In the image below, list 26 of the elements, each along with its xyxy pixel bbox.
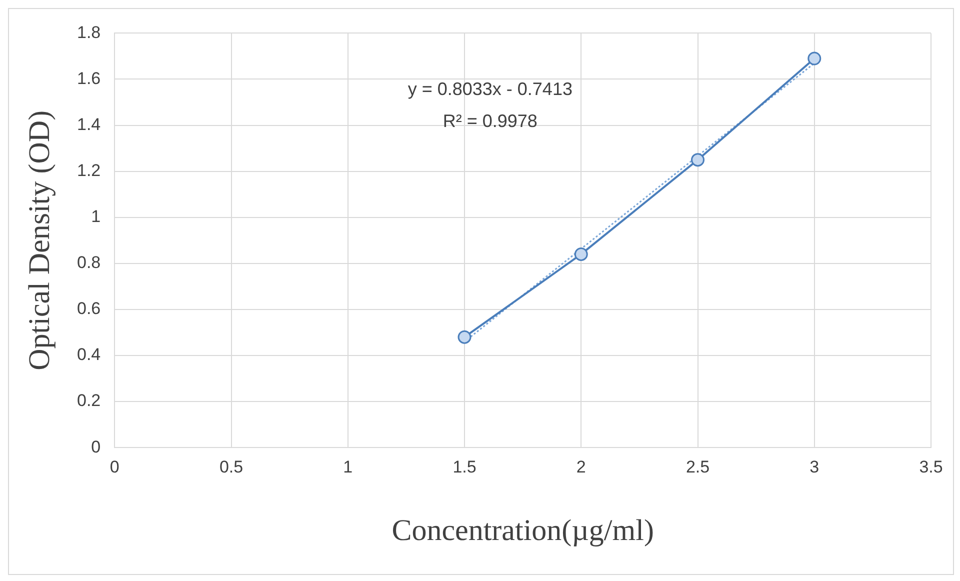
x-tick-label: 3.5 (919, 457, 943, 476)
point (691, 153, 704, 167)
x-tick-label: 3 (810, 457, 820, 476)
y-tick-label: 0.8 (76, 253, 101, 272)
y-tick-label: 0.6 (76, 299, 101, 318)
x-axis-title: Concentration(µg/ml) (392, 514, 654, 547)
x-tick-label: 1 (343, 457, 353, 476)
annotation: y = 0.8033x - 0.7413 (408, 79, 572, 100)
y-tick-label: 1 (91, 207, 101, 226)
point (574, 247, 588, 261)
x-tick-label: 0.5 (219, 457, 244, 476)
y-tick-label: 1.4 (76, 114, 101, 134)
point (808, 52, 822, 66)
y-tick-label: 0.4 (76, 345, 101, 364)
y-tick-label: 0.2 (76, 391, 101, 410)
x-tick-label: 2.5 (686, 457, 710, 476)
y-tick-label: 1.8 (76, 22, 101, 42)
y-tick-label: 0 (91, 437, 101, 456)
x-tick-label: 0 (110, 457, 120, 476)
y-axis-title: Optical Density (OD) (22, 110, 56, 370)
x-tick-label: 2 (576, 457, 586, 476)
x-tick-label: 1.5 (452, 457, 476, 476)
y-tick-label: 1.2 (76, 161, 101, 180)
point (458, 330, 472, 344)
annotation: R² = 0.9978 (442, 111, 538, 132)
y-tick-label: 1.6 (76, 68, 101, 88)
